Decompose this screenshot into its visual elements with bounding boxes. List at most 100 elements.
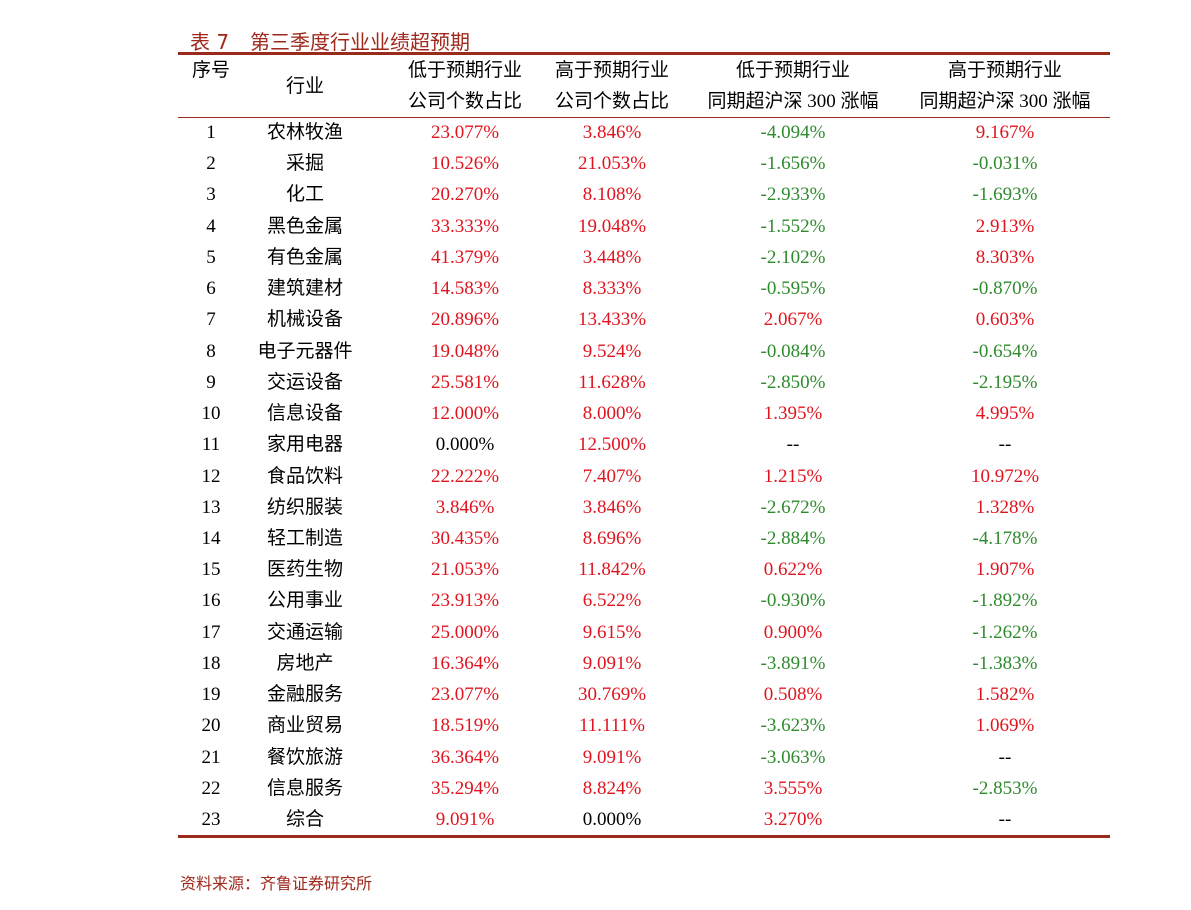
table-title: 第三季度行业业绩超预期 [250,30,470,54]
row-index: 19 [201,684,221,706]
cell-value: -- [786,434,800,456]
cell-value: -- [998,746,1012,768]
cell-value: -1.383% [972,652,1038,674]
industry-name: 有色金属 [266,246,344,268]
industry-name: 化工 [285,184,325,206]
cell-value: 0.508% [763,684,823,706]
industry-name: 电子元器件 [257,340,353,362]
cell-value: -2.933% [760,184,826,206]
cell-value: -1.693% [972,184,1038,206]
cell-value: 10.526% [430,153,500,175]
cell-value: 11.628% [578,371,646,393]
industry-name: 医药生物 [266,559,344,581]
row-index: 23 [201,809,221,831]
cell-value: 9.091% [582,746,642,768]
cell-value: -1.892% [972,590,1038,612]
cell-value: -- [998,809,1012,831]
cell-value: 3.555% [763,777,823,799]
cell-value: 30.435% [430,527,500,549]
row-index: 5 [206,246,216,268]
row-index: 18 [201,652,221,674]
source-note: 资料来源：齐鲁证券研究所 [180,874,373,893]
row-index: 14 [201,527,221,549]
cell-value: 16.364% [430,652,500,674]
cell-value: 9.524% [582,340,642,362]
cell-value: 23.913% [430,590,500,612]
cell-value: 8.824% [582,777,642,799]
row-index: 21 [201,746,221,768]
cell-value: 2.913% [975,215,1035,237]
industry-name: 建筑建材 [266,278,344,300]
cell-value: 0.900% [763,621,823,643]
cell-value: 33.333% [430,215,500,237]
industry-name: 综合 [285,809,325,831]
row-index: 7 [206,309,216,331]
cell-value: -3.063% [760,746,826,768]
industry-name: 商业贸易 [266,715,344,737]
cell-value: 21.053% [430,559,500,581]
industry-name: 餐饮旅游 [266,746,344,768]
industry-name: 交通运输 [266,621,344,643]
cell-value: 4.995% [975,403,1035,425]
industry-name: 金融服务 [266,684,344,706]
cell-value: -- [998,434,1012,456]
column-header: 公司个数占比 [407,91,523,112]
cell-value: 19.048% [577,215,647,237]
cell-value: 21.053% [577,153,647,175]
cell-value: 3.270% [763,809,823,831]
cell-value: 6.522% [582,590,642,612]
cell-value: 12.500% [577,434,647,456]
row-index: 3 [206,184,216,206]
column-header: 公司个数占比 [554,91,670,112]
industry-name: 食品饮料 [266,465,344,487]
cell-value: 13.433% [577,309,647,331]
industry-name: 公用事业 [266,590,344,612]
row-index: 11 [201,434,221,456]
cell-value: 36.364% [430,746,500,768]
industry-name: 房地产 [276,652,334,674]
cell-value: -3.623% [760,715,826,737]
cell-value: 1.907% [975,559,1035,581]
cell-value: 8.108% [582,184,642,206]
cell-value: -0.031% [972,153,1038,175]
industry-name: 纺织服装 [266,496,344,518]
cell-value: 1.328% [975,496,1035,518]
cell-value: -1.262% [972,621,1038,643]
cell-value: 20.270% [430,184,500,206]
industry-name: 机械设备 [266,309,344,331]
industry-name: 农林牧渔 [266,122,344,143]
cell-value: -3.891% [760,652,826,674]
cell-value: 8.303% [975,246,1035,268]
cell-value: -2.195% [972,371,1038,393]
cell-value: -1.552% [760,215,826,237]
top-rule [178,52,1110,55]
cell-value: 0.622% [763,559,823,581]
cell-value: 3.846% [435,496,495,518]
bottom-rule [178,835,1110,838]
row-index: 13 [201,496,221,518]
cell-value: 12.000% [430,403,500,425]
cell-value: 7.407% [582,465,642,487]
cell-value: -0.930% [760,590,826,612]
cell-value: 41.379% [430,246,500,268]
column-header: 低于预期行业 [735,60,851,81]
cell-value: 2.067% [763,309,823,331]
column-header: 同期超沪深 300 涨幅 [919,91,1091,112]
cell-value: -2.102% [760,246,826,268]
cell-value: -0.595% [760,278,826,300]
cell-value: 1.215% [763,465,823,487]
header-rule [178,117,1110,118]
cell-value: -2.884% [760,527,826,549]
cell-value: 8.333% [582,278,642,300]
cell-value: 1.582% [975,684,1035,706]
row-index: 12 [201,465,221,487]
cell-value: 3.448% [582,246,642,268]
cell-value: -0.654% [972,340,1038,362]
cell-value: -4.178% [972,527,1038,549]
industry-name: 交运设备 [266,371,344,393]
cell-value: 11.111% [579,715,645,737]
cell-value: 3.846% [582,122,642,143]
cell-value: 8.696% [582,527,642,549]
industry-name: 黑色金属 [266,215,344,237]
cell-value: 3.846% [582,496,642,518]
